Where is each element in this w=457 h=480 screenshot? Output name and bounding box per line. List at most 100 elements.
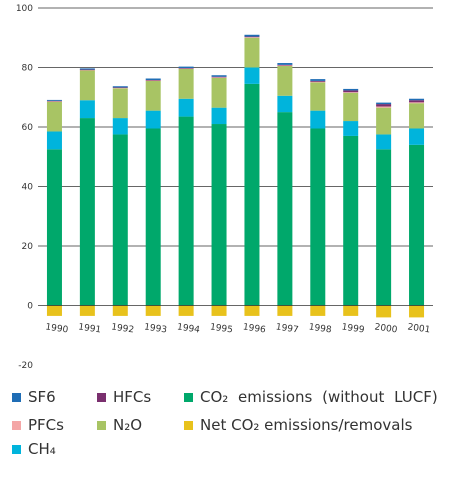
legend-item-hfcs: HFCs [97,388,151,406]
bar-segment-4-2001 [409,102,425,104]
legend-item-n2o: N₂O [97,416,142,434]
bar-segment-3-1999 [343,92,359,122]
bar-segment-6-2001 [409,98,425,101]
x-tick-label: 1998 [308,322,332,335]
legend-item-co2: CO₂ emissions (without LUCF) [184,388,438,406]
bar-segment-4-1994 [178,68,194,69]
bar-segment-6-1994 [178,66,194,69]
bar-segment-2-1994 [178,98,194,117]
legend-swatch-n2o [97,420,106,430]
y-tick-label: 20 [22,242,34,252]
x-tick-label: 1990 [45,322,69,335]
bar-segment-1-2001 [409,144,425,306]
bar-segment-2-1993 [145,110,161,129]
bar-segment-5-1990 [46,100,62,102]
bar-segment-5-1993 [145,79,161,81]
bar-segment-4-1992 [112,87,128,89]
legend-label-n2o: N₂O [113,416,143,434]
bar-segment-1-1990 [46,149,62,306]
bar-segment-0-2001 [409,305,425,318]
grid-layer [38,7,433,247]
legend-label-pfcs: PFCs [28,416,64,434]
bar-segment-0-1996 [244,305,260,316]
bar-segment-2-1995 [211,107,227,125]
bar-segment-0-1997 [277,305,293,316]
bar-segment-4-1999 [343,92,359,93]
bar-segment-1-1995 [211,124,227,306]
legend-label-hfcs: HFCs [113,388,152,406]
legend-swatch-co2 [184,392,193,402]
bar-segment-2-1990 [46,131,62,150]
x-tick-label: 1993 [143,322,167,335]
bar-segment-1-2000 [376,149,392,306]
bar-segment-5-1995 [211,76,227,78]
bar-segment-3-2001 [409,103,425,129]
bar-segment-6-1992 [112,86,128,88]
bar-segment-5-2001 [409,100,425,103]
x-tick-label: 1999 [341,322,365,335]
bar-segment-6-1995 [211,75,227,77]
y-tick-label: -20 [18,361,33,371]
y-tick-label: 40 [22,183,34,193]
bar-segment-6-1993 [145,78,161,80]
bars-layer [46,34,425,318]
bar-segment-4-1998 [310,81,326,83]
legend-label-ch4: CH₄ [28,440,56,458]
axis-layer: 100 80 60 40 20 0 -20 1990 1991 1992 1993 1994 1995 1… [16,4,433,371]
bar-segment-1-1994 [178,116,194,306]
bar-segment-6-1991 [79,68,95,70]
x-tick-label: 2001 [407,322,431,335]
bar-segment-0-2000 [376,305,392,318]
legend-swatch-ch4 [12,444,21,454]
x-tick-label: 1992 [111,322,135,335]
x-tick-label: 1991 [78,322,102,335]
bar-segment-6-1990 [46,99,62,101]
legend-item-ch4: CH₄ [12,440,56,458]
bar-segment-2-2001 [409,128,425,145]
bar-segment-6-1998 [310,79,326,81]
bar-segment-0-1998 [310,305,326,316]
bar-segment-3-1997 [277,66,293,96]
bar-segment-2-1991 [79,100,95,119]
bar-segment-0-1990 [46,305,62,316]
x-tick-label: 1997 [275,322,299,335]
bar-segment-5-1999 [343,90,359,93]
bar-segment-1-1991 [79,118,95,306]
legend-swatch-net-co2 [184,420,193,430]
legend-item-pfcs: PFCs [12,416,64,434]
x-tick-label: 1996 [242,322,266,335]
bar-segment-2-1999 [343,121,359,136]
bar-segment-1-1992 [112,134,128,306]
bar-segment-0-1993 [145,305,161,316]
bar-segment-6-1996 [244,34,260,37]
bar-segment-5-1997 [277,64,293,66]
bar-segment-5-2000 [376,104,392,107]
bar-segment-3-1994 [178,68,194,99]
legend-swatch-sf6 [12,392,21,402]
legend-item-net-co2: Net CO₂ emissions/removals [184,416,412,434]
bar-segment-2-2000 [376,134,392,150]
bar-segment-5-1992 [112,87,128,88]
bar-segment-0-1995 [211,305,227,316]
legend-swatch-hfcs [97,392,106,402]
x-tick-label: 1994 [176,322,200,335]
y-tick-label: 0 [27,302,33,312]
bar-segment-2-1998 [310,110,326,129]
bar-segment-3-1991 [79,70,95,101]
y-tick-label: 60 [22,123,34,133]
bar-segment-3-2000 [376,107,392,135]
bar-segment-1-1998 [310,128,326,306]
bar-segment-3-1992 [112,88,128,119]
legend-item-sf6: SF6 [12,388,56,406]
bar-segment-6-1999 [343,88,359,91]
bar-segment-3-1998 [310,82,326,111]
bar-segment-2-1996 [244,67,260,84]
bar-segment-3-1990 [46,101,62,132]
x-tick-label: 1995 [209,322,233,335]
bar-segment-6-2000 [376,102,392,105]
bar-segment-0-1999 [343,305,359,316]
bar-segment-5-1996 [244,36,260,38]
bar-segment-6-1997 [277,63,293,65]
bar-segment-4-1990 [46,101,62,102]
bar-segment-4-1995 [211,77,227,78]
